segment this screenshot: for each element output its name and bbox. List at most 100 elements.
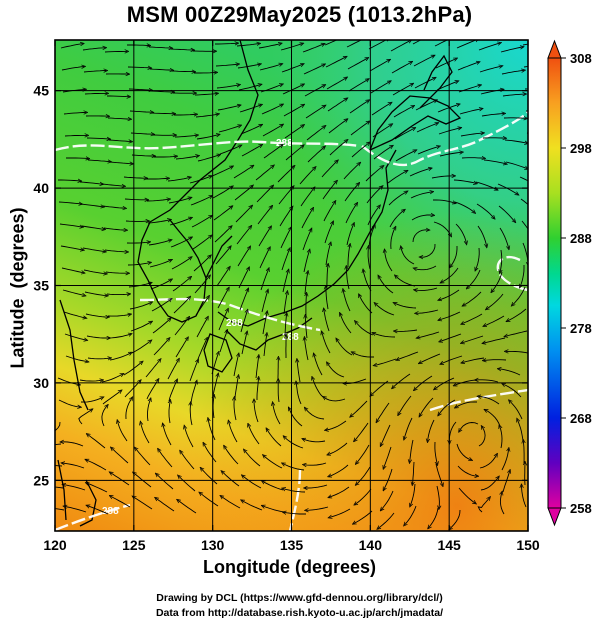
streamline-arrow — [175, 156, 198, 160]
streamline-arrow — [215, 247, 230, 265]
streamline-arrow — [477, 225, 487, 247]
streamline-arrow — [434, 441, 437, 464]
streamline-arrow — [455, 223, 466, 244]
y-tick-label: 30 — [33, 375, 49, 391]
streamline-arrow — [197, 338, 207, 360]
streamline-arrow — [502, 471, 510, 493]
streamline-arrow — [527, 155, 528, 156]
streamline-arrow — [229, 421, 238, 443]
streamline-arrow — [404, 417, 413, 439]
streamline-arrow — [55, 421, 61, 432]
streamline-arrow — [499, 369, 521, 376]
streamline-arrow — [281, 64, 303, 73]
streamline-arrow — [421, 243, 436, 257]
streamline-arrow — [216, 85, 239, 89]
streamline-arrow — [109, 353, 131, 361]
streamline-arrow — [185, 426, 194, 448]
colorbar-max-triangle — [547, 39, 562, 59]
streamline-arrow — [279, 207, 292, 227]
streamline-arrow — [299, 168, 315, 185]
streamline-arrow — [104, 249, 127, 252]
streamline-arrow — [432, 199, 455, 203]
streamline-arrow — [525, 110, 528, 112]
streamline-arrow — [476, 247, 480, 270]
streamline-arrow — [373, 146, 392, 160]
streamline-arrow — [289, 408, 303, 427]
streamline-arrow — [244, 450, 261, 467]
streamline-arrow — [236, 226, 251, 245]
streamline-arrow — [171, 257, 191, 270]
streamline-arrow — [500, 492, 505, 515]
streamline-arrow — [79, 181, 102, 184]
streamline-arrow — [81, 225, 104, 229]
streamline-arrow — [82, 247, 105, 252]
streamline-arrow — [147, 399, 151, 422]
streamline-arrow — [130, 322, 151, 332]
streamline-arrow — [520, 265, 525, 287]
streamline-arrow — [101, 183, 124, 186]
streamline-arrow — [481, 114, 504, 117]
streamline-arrow — [401, 247, 415, 265]
streamline-arrow — [506, 351, 528, 353]
streamline-arrow — [239, 105, 261, 113]
streamline-arrow — [63, 112, 86, 114]
streamline-arrow — [66, 158, 88, 159]
streamline-arrow — [420, 397, 434, 416]
streamline-arrow — [124, 199, 147, 200]
streamline-arrow — [87, 160, 110, 162]
streamline-arrow — [509, 401, 523, 420]
streamline-arrow — [384, 468, 393, 490]
x-axis-label: Longitude (degrees) — [202, 557, 376, 577]
streamline-arrow — [240, 125, 262, 135]
streamline-arrow — [371, 103, 391, 116]
streamline-arrow — [487, 293, 504, 309]
streamline-arrow — [303, 250, 310, 273]
streamline-arrow — [322, 332, 331, 354]
streamline-arrow — [106, 294, 129, 295]
streamline-arrow — [146, 178, 168, 179]
streamline-arrow — [459, 422, 479, 432]
streamline-arrow — [512, 286, 526, 305]
streamline-arrow — [262, 312, 267, 335]
contour-label: 288 — [276, 138, 293, 149]
streamline-arrow — [405, 505, 417, 525]
streamline-arrow — [462, 313, 483, 324]
streamline-arrow — [356, 466, 371, 485]
streamline-arrow — [438, 128, 461, 135]
streamline-arrow — [497, 183, 518, 194]
streamline-arrow — [238, 85, 261, 91]
streamline-arrow — [263, 506, 285, 513]
streamline-arrow — [123, 177, 146, 178]
streamline-arrow — [147, 220, 170, 224]
streamline-arrow — [329, 140, 347, 156]
streamline-arrow — [57, 377, 79, 385]
streamline-arrow — [397, 351, 419, 360]
streamline-arrow — [420, 353, 441, 363]
streamline-arrow — [411, 215, 433, 221]
streamline-arrow — [127, 263, 150, 266]
streamline-arrow — [149, 69, 172, 70]
streamline-arrow — [301, 208, 313, 229]
streamline-arrow — [179, 476, 196, 492]
streamline-arrow — [284, 125, 303, 139]
streamline-arrow — [327, 265, 328, 288]
streamline-arrow — [60, 44, 83, 49]
streamline-arrow — [242, 476, 262, 489]
streamline-arrow — [437, 104, 459, 113]
colorbar-tick-label: 308 — [570, 51, 592, 66]
streamline-arrow — [190, 403, 192, 426]
streamline-arrow — [367, 206, 380, 226]
streamline-arrow — [212, 374, 218, 397]
streamline-arrow — [441, 355, 463, 364]
streamline-arrow — [171, 71, 194, 72]
streamline-arrow — [306, 294, 307, 317]
streamline-arrow — [215, 43, 237, 44]
streamline-arrow — [192, 236, 211, 250]
streamline-arrow — [375, 303, 395, 316]
streamline-arrow — [259, 248, 270, 269]
streamline-arrow — [526, 132, 528, 134]
streamline-arrow — [463, 291, 482, 306]
streamline-arrow — [107, 314, 130, 316]
streamline-arrow — [200, 493, 219, 507]
streamline-arrow — [520, 198, 528, 205]
